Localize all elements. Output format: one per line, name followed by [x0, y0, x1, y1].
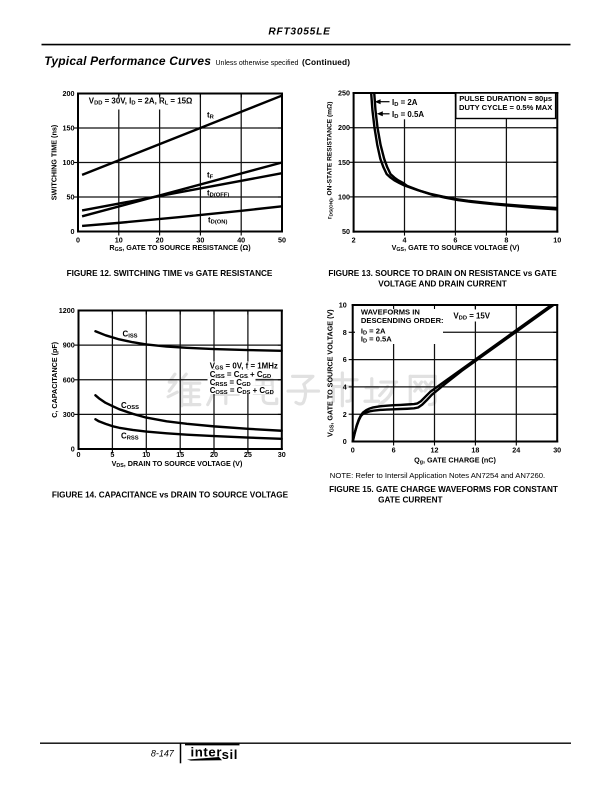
svg-text:10: 10: [142, 450, 150, 459]
svg-text:COSS: COSS: [121, 401, 139, 411]
svg-text:Typical Performance Curves: Typical Performance Curves: [44, 54, 211, 68]
svg-text:12: 12: [431, 445, 439, 454]
svg-text:2: 2: [343, 410, 347, 419]
svg-text:0: 0: [343, 437, 347, 446]
svg-text:200: 200: [63, 89, 75, 98]
svg-text:100: 100: [338, 193, 350, 202]
svg-text:25: 25: [244, 450, 252, 459]
svg-text:C, CAPACITANCE (pF): C, CAPACITANCE (pF): [50, 341, 59, 418]
svg-text:CRSS: CRSS: [121, 432, 139, 442]
svg-text:ID = 2A: ID = 2A: [392, 98, 418, 108]
svg-text:tF: tF: [207, 170, 214, 180]
svg-text:CISS = CGS + CGD: CISS = CGS + CGD: [210, 370, 272, 380]
svg-text:FIGURE 15. GATE CHARGE WAVEFO: FIGURE 15. GATE CHARGE WAVEFORMS FOR CON…: [329, 485, 558, 494]
svg-text:tD(OFF): tD(OFF): [207, 189, 229, 199]
svg-text:0: 0: [76, 235, 80, 244]
svg-text:VGS = 0V, f = 1MHz: VGS = 0V, f = 1MHz: [210, 362, 278, 372]
svg-text:8: 8: [504, 235, 508, 244]
svg-text:Unless otherwise specified: Unless otherwise specified: [216, 60, 299, 67]
svg-text:300: 300: [63, 410, 75, 419]
svg-text:30: 30: [553, 445, 561, 454]
svg-text:0: 0: [71, 227, 75, 236]
svg-text:FIGURE 12. SWITCHING TIME vs: FIGURE 12. SWITCHING TIME vs GATE RESIST…: [67, 269, 273, 278]
svg-text:10: 10: [553, 235, 561, 244]
svg-text:DUTY CYCLE = 0.5% MAX: DUTY CYCLE = 0.5% MAX: [459, 103, 552, 112]
svg-text:rDS(ON), ON-STATE RESISTANCE (: rDS(ON), ON-STATE RESISTANCE (mΩ): [327, 102, 335, 220]
svg-text:tD(ON): tD(ON): [208, 216, 227, 226]
svg-text:ID = 0.5A: ID = 0.5A: [361, 335, 392, 345]
svg-text:6: 6: [392, 445, 396, 454]
svg-text:150: 150: [338, 158, 350, 167]
svg-text:2: 2: [352, 235, 356, 244]
svg-text:ID = 0.5A: ID = 0.5A: [392, 110, 424, 120]
svg-text:18: 18: [471, 445, 479, 454]
svg-text:250: 250: [338, 89, 350, 98]
svg-text:tR: tR: [207, 111, 215, 121]
svg-text:NOTE: Refer to Intersil Appli: NOTE: Refer to Intersil Application Note…: [330, 471, 545, 480]
svg-text:1200: 1200: [59, 306, 75, 315]
svg-text:DESCENDING ORDER:: DESCENDING ORDER:: [361, 316, 444, 325]
svg-text:COSS = CDS + CGD: COSS = CDS + CGD: [210, 386, 274, 396]
svg-text:900: 900: [63, 341, 75, 350]
svg-text:10: 10: [115, 235, 123, 244]
svg-text:30: 30: [278, 450, 286, 459]
svg-text:FIGURE 13. SOURCE TO DRAIN ON: FIGURE 13. SOURCE TO DRAIN ON RESISTANCE…: [328, 269, 557, 278]
svg-text:100: 100: [63, 158, 75, 167]
svg-text:4: 4: [343, 383, 347, 392]
svg-text:0: 0: [77, 450, 81, 459]
svg-text:50: 50: [278, 235, 286, 244]
svg-text:RGS, GATE TO SOURCE RESISTANCE: RGS, GATE TO SOURCE RESISTANCE (Ω): [109, 243, 251, 253]
svg-text:8: 8: [343, 328, 347, 337]
svg-text:CRSS = CGD: CRSS = CGD: [210, 378, 251, 388]
svg-text:ID = 2A: ID = 2A: [361, 326, 386, 336]
svg-text:8-147: 8-147: [151, 748, 175, 758]
svg-text:RFT3055LE: RFT3055LE: [268, 27, 331, 38]
svg-text:20: 20: [156, 235, 164, 244]
svg-text:sil: sil: [222, 747, 238, 762]
svg-text:4: 4: [403, 235, 407, 244]
svg-text:5: 5: [110, 450, 114, 459]
svg-text:200: 200: [338, 123, 350, 132]
svg-text:30: 30: [196, 235, 204, 244]
svg-text:24: 24: [512, 445, 520, 454]
svg-text:SWITCHING TIME (ns): SWITCHING TIME (ns): [50, 124, 59, 200]
svg-text:600: 600: [63, 375, 75, 384]
svg-text:20: 20: [210, 450, 218, 459]
svg-text:VDS, DRAIN TO SOURCE VOLTAGE (: VDS, DRAIN TO SOURCE VOLTAGE (V): [112, 459, 243, 469]
svg-text:(Continued): (Continued): [302, 57, 350, 67]
svg-text:VDD = 15V: VDD = 15V: [453, 311, 490, 321]
svg-text:CISS: CISS: [123, 329, 138, 339]
svg-text:10: 10: [339, 301, 347, 310]
svg-text:GATE CURRENT: GATE CURRENT: [378, 496, 442, 505]
svg-text:VOLTAGE AND DRAIN CURRENT: VOLTAGE AND DRAIN CURRENT: [378, 280, 507, 289]
svg-text:PULSE DURATION = 80μs: PULSE DURATION = 80μs: [459, 94, 552, 103]
svg-text:15: 15: [176, 450, 184, 459]
svg-text:WAVEFORMS IN: WAVEFORMS IN: [361, 308, 420, 317]
svg-text:50: 50: [67, 193, 75, 202]
svg-text:VGS, GATE TO SOURCE VOLTAGE (V: VGS, GATE TO SOURCE VOLTAGE (V): [326, 309, 336, 437]
svg-text:50: 50: [342, 227, 350, 236]
svg-text:Qg, GATE CHARGE (nC): Qg, GATE CHARGE (nC): [414, 456, 496, 466]
svg-text:inter: inter: [191, 745, 223, 760]
svg-text:150: 150: [63, 124, 75, 133]
svg-text:FIGURE 14. CAPACITANCE vs DRA: FIGURE 14. CAPACITANCE vs DRAIN TO SOURC…: [52, 490, 289, 499]
svg-text:VGS, GATE TO SOURCE VOLTAGE (V: VGS, GATE TO SOURCE VOLTAGE (V): [392, 243, 520, 253]
svg-text:40: 40: [237, 235, 245, 244]
svg-text:6: 6: [343, 355, 347, 364]
svg-text:0: 0: [351, 445, 355, 454]
svg-text:VDD = 30V, ID = 2A, RL = 15Ω: VDD = 30V, ID = 2A, RL = 15Ω: [89, 97, 193, 107]
svg-text:0: 0: [71, 445, 75, 454]
svg-text:6: 6: [453, 235, 457, 244]
